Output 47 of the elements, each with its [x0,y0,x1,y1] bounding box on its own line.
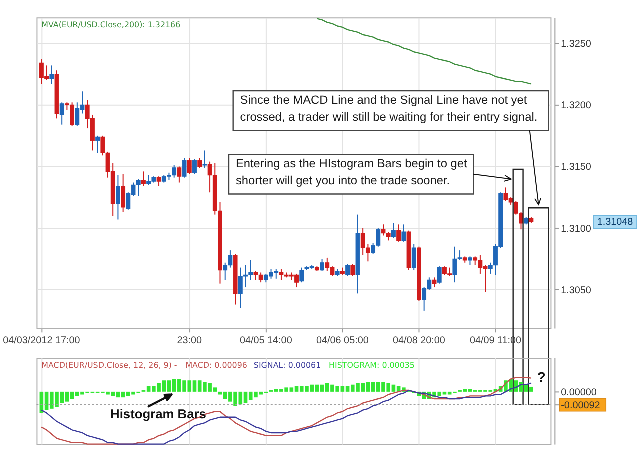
candlestick [202,150,208,168]
candlestick [402,224,406,242]
y-tick-label: 1.3200 [561,100,592,112]
candlestick [121,174,126,213]
candlestick [96,135,100,154]
candlestick [350,264,356,277]
text: ? [537,368,546,385]
candlestick [60,102,64,126]
candlestick [412,244,416,271]
candlestick [432,277,437,288]
candlestick [320,258,324,272]
y-tick-label: 0.00000 [561,387,598,398]
y-tick-label: 1.3100 [561,224,592,235]
line-series [316,18,532,85]
y-tick-label: 1.3150 [561,162,592,174]
candlestick [396,224,402,242]
x-tick-label: 04/06 05:00 [316,336,370,347]
y-tick-label: -0.00092 [561,400,601,412]
candlestick [300,267,304,284]
text: MACD: 0.00096 [186,360,248,370]
candlestick [198,158,202,168]
x-tick-label: 04/05 14:00 [240,336,293,347]
chart-title: MACD(EUR/USD.Close, 12, 26, 9) - [42,360,178,370]
candlestick [182,158,187,178]
text: SIGNAL: 0.00061 [254,360,322,370]
y-tick-label: 1.3050 [561,285,592,296]
candlestick [187,158,192,175]
candlestick [192,158,197,175]
y-tick-label: 1.3250 [561,38,592,50]
annotation: Histogram Bars [110,406,206,422]
annotation: Since the MACD Line and the Signal Line have not yet crossed, a trader will still be waiting for their entry signal. [240,92,538,124]
text: 1.31048 [597,217,634,228]
text: MVA(EUR/USD.Close,200): 1.32166 [42,20,181,30]
candlestick [346,264,350,277]
candlestick [156,176,162,187]
annotation: Entering as the HIstogram Bars begin to get shorter will get you into the trade sooner. [236,156,468,188]
candlestick [177,166,182,184]
candlestick [142,171,146,187]
candlestick [437,266,442,284]
series-label: HISTOGRAM: 0.00035 [329,360,415,370]
candlestick [50,65,54,85]
candlestick [116,174,120,220]
x-tick-label: 23:00 [177,336,203,347]
candlestick [504,187,508,202]
x-tick-label: 04/08 20:00 [393,336,446,347]
x-tick-label: 04/03/2012 17:00 [3,336,81,347]
candlestick [391,222,396,239]
